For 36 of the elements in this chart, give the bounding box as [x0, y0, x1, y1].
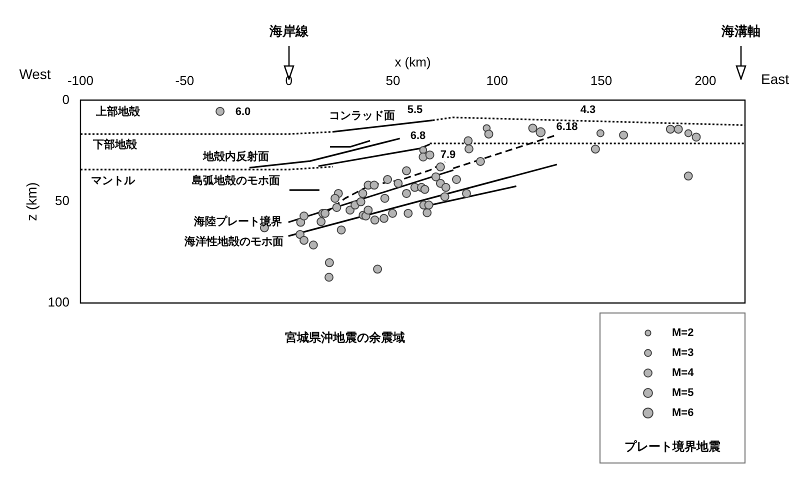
annotation: 5.5 — [407, 104, 423, 116]
annotation: 地殻内反射面 — [202, 150, 269, 164]
legend-label: M=6 — [672, 407, 694, 420]
annotation: 6.8 — [410, 130, 426, 142]
legend-label: M=5 — [672, 387, 694, 400]
text: West — [19, 66, 51, 82]
annotation: 海陸プレート境界 — [193, 215, 282, 228]
x-tick-label: 50 — [386, 72, 400, 88]
annotation: 上部地殻 — [95, 105, 141, 118]
text: 海溝軸 — [720, 24, 760, 39]
y-tick-label: 0 — [62, 92, 70, 107]
annotation: 海洋性地殻のモホ面 — [184, 235, 284, 248]
text: 海岸線 — [268, 24, 310, 39]
text: 宮城県沖地震の余震域 — [285, 330, 405, 344]
text: East — [760, 70, 790, 87]
x-tick-label: -100 — [67, 72, 94, 88]
y-tick-label: 100 — [48, 294, 70, 310]
legend-label: M=3 — [672, 347, 694, 360]
y-tick-label: 50 — [55, 193, 70, 208]
annotation: 7.9 — [440, 149, 456, 162]
legend-title: プレート境界地震 — [624, 439, 720, 454]
y-axis-title: z (km) — [23, 182, 40, 222]
annotation: マントル — [91, 175, 136, 188]
x-axis-title: x (km) — [394, 54, 431, 70]
annotation: 4.3 — [580, 104, 596, 116]
x-tick-label: -50 — [175, 72, 194, 88]
x-tick-label: 150 — [590, 72, 612, 88]
legend-label: M=2 — [672, 327, 694, 340]
x-tick-label: 100 — [486, 72, 508, 88]
annotation: 下部地殻 — [92, 138, 138, 152]
annotation: 島弧地殻のモホ面 — [192, 174, 280, 188]
annotation: 6.18 — [556, 121, 578, 134]
annotation: 6.0 — [235, 106, 251, 118]
legend-label: M=4 — [672, 367, 695, 380]
x-tick-label: 200 — [694, 72, 716, 88]
annotation: コンラッド面 — [329, 110, 395, 122]
